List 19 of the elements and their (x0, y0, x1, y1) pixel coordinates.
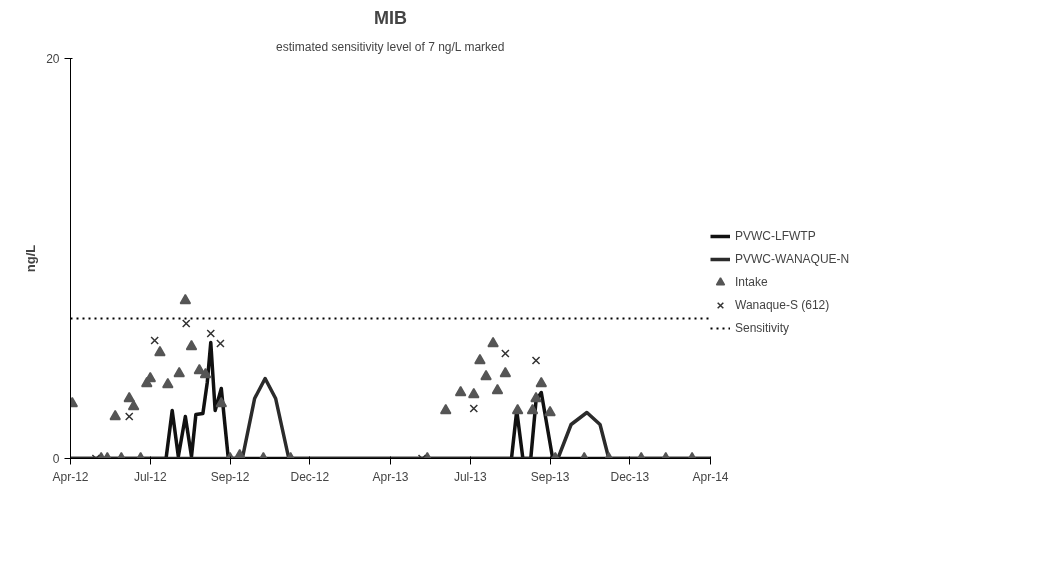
y-axis-title: ng/L (23, 244, 39, 273)
x-tick-label: Sep-12 (210, 469, 250, 484)
x-tick-label: Jul-12 (133, 469, 167, 484)
y-tick-label: 0 (52, 452, 60, 466)
legend-label: PVWC-WANAQUE-N (735, 252, 850, 266)
ref-line-label: Sensitivity (735, 321, 790, 335)
y-tick-label: 20 (46, 52, 60, 66)
x-tick-label: Apr-13 (372, 469, 409, 484)
x-tick-label: Dec-13 (610, 469, 650, 484)
legend-label: PVWC-LFWTP (735, 229, 816, 243)
x-tick-label: Apr-12 (52, 469, 89, 484)
x-tick-label: Jul-13 (453, 469, 487, 484)
x-tick-label: Dec-12 (290, 469, 330, 484)
x-tick-label: Sep-13 (530, 469, 570, 484)
chart-subtitle: estimated sensitivity level of 7 ng/L marked (276, 39, 505, 54)
x-tick-label: Apr-14 (692, 469, 729, 484)
legend-label: Intake (735, 275, 768, 289)
legend-label: Wanaque-S (612) (735, 298, 830, 312)
chart-title: MIB (374, 7, 407, 28)
